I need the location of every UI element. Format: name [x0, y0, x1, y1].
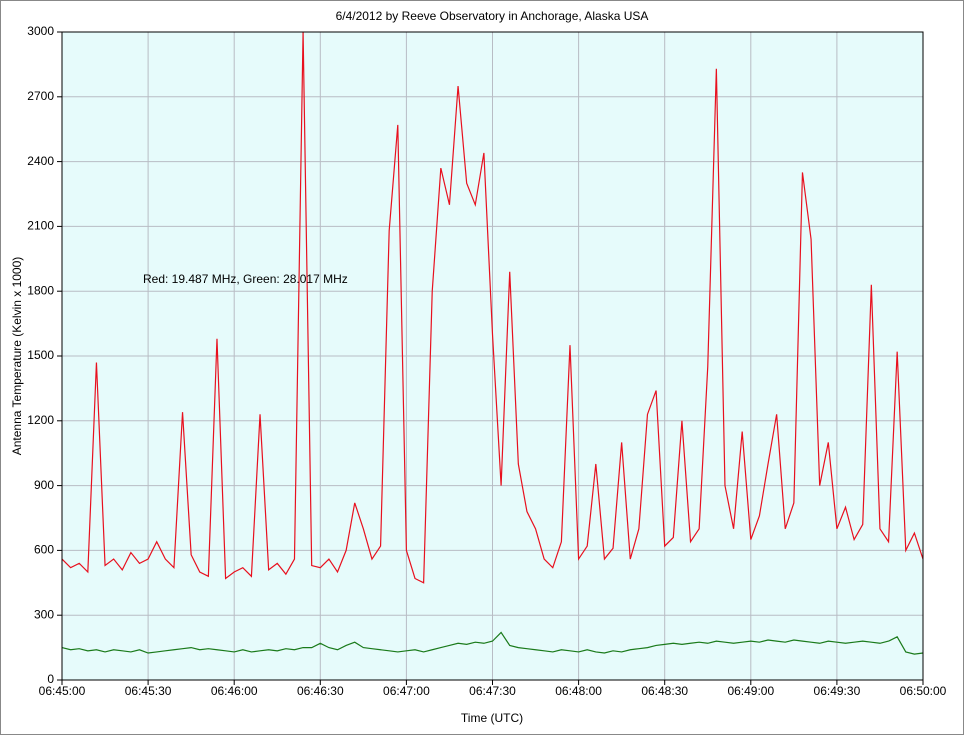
x-tick-label: 06:45:30 — [125, 684, 172, 698]
annotation: Red: 19.487 MHz, Green: 28.017 MHz — [143, 272, 348, 286]
y-tick-label: 3000 — [27, 24, 54, 38]
y-tick-label: 600 — [34, 543, 54, 557]
x-tick-label: 06:47:30 — [469, 684, 516, 698]
y-tick-label: 2400 — [27, 154, 54, 168]
x-tick-label: 06:48:30 — [641, 684, 688, 698]
y-tick-label: 1800 — [27, 283, 54, 297]
x-tick-label: 06:49:30 — [814, 684, 861, 698]
chart-title: 6/4/2012 by Reeve Observatory in Anchora… — [336, 9, 649, 23]
series-line — [61, 31, 924, 584]
x-tick-label: 06:46:00 — [211, 684, 258, 698]
x-axis-label: Time (UTC) — [461, 711, 523, 725]
y-tick-label: 1500 — [27, 348, 54, 362]
y-tick-label: 2700 — [27, 89, 54, 103]
y-tick-label: 2100 — [27, 219, 54, 233]
x-tick-label: 06:48:00 — [555, 684, 602, 698]
y-tick-label: 300 — [34, 607, 54, 621]
series-line — [61, 631, 924, 655]
plot-border — [61, 31, 924, 681]
x-tick-label: 06:46:30 — [297, 684, 344, 698]
y-tick-label: 1200 — [27, 413, 54, 427]
y-tick-label: 900 — [34, 478, 54, 492]
x-tick-label: 06:49:00 — [727, 684, 774, 698]
x-tick-label: 06:47:00 — [383, 684, 430, 698]
x-tick-label: 06:50:00 — [900, 684, 947, 698]
x-tick-label: 06:45:00 — [39, 684, 86, 698]
y-axis-label: Antenna Temperature (Kelvin x 1000) — [10, 257, 24, 456]
y-tick-label: 0 — [47, 672, 54, 686]
